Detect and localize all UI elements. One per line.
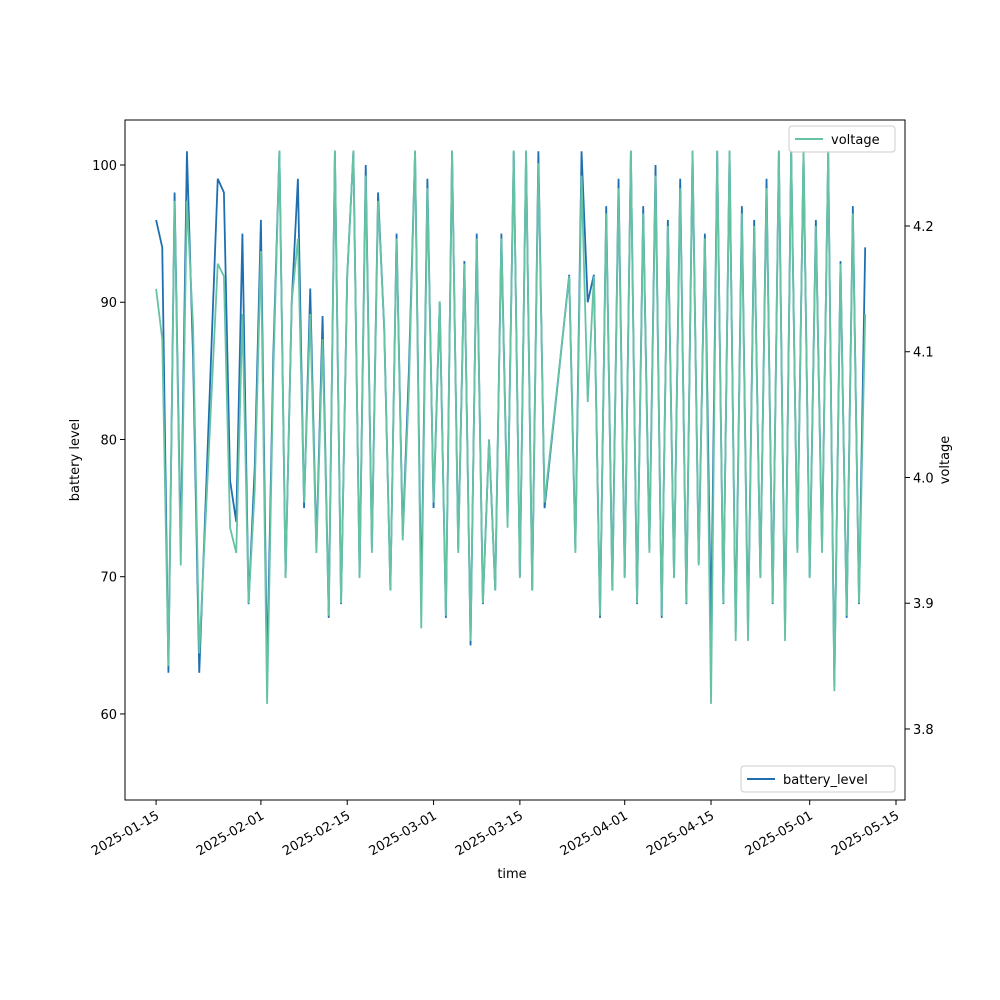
y-tick-label: 90 (100, 296, 117, 311)
x-tick-label: 2025-02-01 (194, 808, 267, 859)
y-tick-label: 80 (100, 433, 117, 448)
legend-label: battery_level (783, 773, 868, 788)
x-axis-label: time (497, 867, 526, 882)
y2-tick-label: 3.9 (913, 597, 934, 612)
legend-box (788, 125, 896, 153)
legend-box (740, 765, 896, 793)
x-tick-label: 2025-03-01 (367, 808, 440, 859)
x-tick-label: 2025-05-01 (743, 808, 816, 859)
x-tick-label: 2025-03-15 (453, 808, 526, 859)
y2-tick-label: 4.0 (913, 471, 934, 486)
plot-frame (124, 119, 906, 801)
y2-axis-label: voltage (938, 436, 953, 485)
y-tick-label: 100 (92, 159, 117, 174)
x-tick-label: 2025-04-01 (558, 808, 631, 859)
x-tick-label: 2025-02-15 (280, 808, 353, 859)
y-axis-label: battery level (68, 419, 83, 502)
legend: voltage (788, 125, 896, 153)
x-tick-label: 2025-01-15 (89, 808, 162, 859)
y2-tick-label: 4.2 (913, 220, 934, 235)
y-tick-label: 70 (100, 571, 117, 586)
y2-tick-label: 4.1 (913, 346, 934, 361)
data-line (155, 150, 867, 704)
y2-tick-label: 3.8 (913, 723, 934, 738)
y-tick-label: 60 (100, 708, 117, 723)
x-tick-label: 2025-05-15 (829, 808, 902, 859)
legend: battery_level (740, 765, 896, 793)
legend-label: voltage (831, 133, 880, 148)
x-tick-label: 2025-04-15 (644, 808, 717, 859)
